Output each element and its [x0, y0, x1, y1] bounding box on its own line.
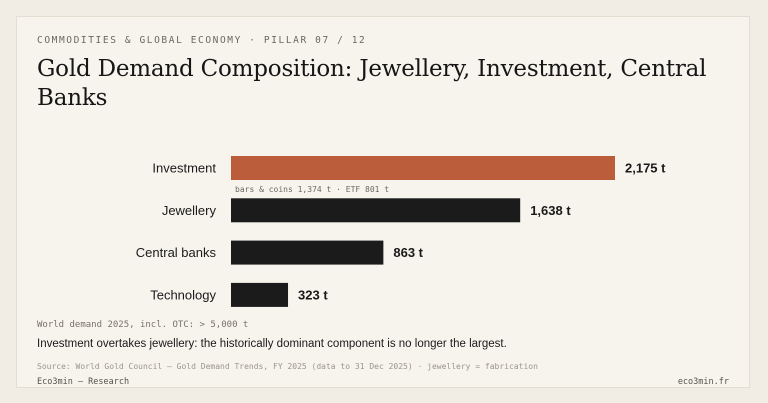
category-label-jewellery: Jewellery: [162, 203, 217, 218]
value-label-technology: 323 t: [298, 287, 328, 302]
value-label-jewellery: 1,638 t: [530, 203, 571, 218]
chart-title: Gold Demand Composition: Jewellery, Inve…: [37, 56, 707, 111]
source-note: Source: World Gold Council — Gold Demand…: [37, 362, 538, 371]
bar-technology: [231, 282, 289, 307]
takeaway-text: Investment overtakes jewellery: the hist…: [37, 338, 507, 350]
world-demand-note: World demand 2025, incl. OTC: > 5,000 t: [37, 320, 249, 330]
bar-central-banks: [231, 240, 384, 265]
site-link[interactable]: eco3min.fr: [677, 377, 729, 387]
value-label-central-banks: 863 t: [393, 245, 423, 260]
bar-chart: Investment 2,175 t bars & coins 1,374 t · …: [136, 156, 666, 307]
category-label-central-banks: Central banks: [136, 245, 217, 260]
brand-label: Eco3min — Research: [37, 377, 130, 387]
chart-card: COMMODITIES & GLOBAL ECONOMY · PILLAR 07…: [16, 16, 750, 388]
category-label-technology: Technology: [150, 287, 216, 302]
section-kicker: COMMODITIES & GLOBAL ECONOMY · PILLAR 07…: [37, 35, 367, 46]
bar-annotation-investment: bars & coins 1,374 t · ETF 801 t: [235, 185, 389, 194]
value-label-investment: 2,175 t: [625, 161, 666, 176]
category-label-investment: Investment: [152, 161, 216, 176]
bar-investment: [231, 156, 615, 180]
bar-jewellery: [231, 198, 521, 223]
